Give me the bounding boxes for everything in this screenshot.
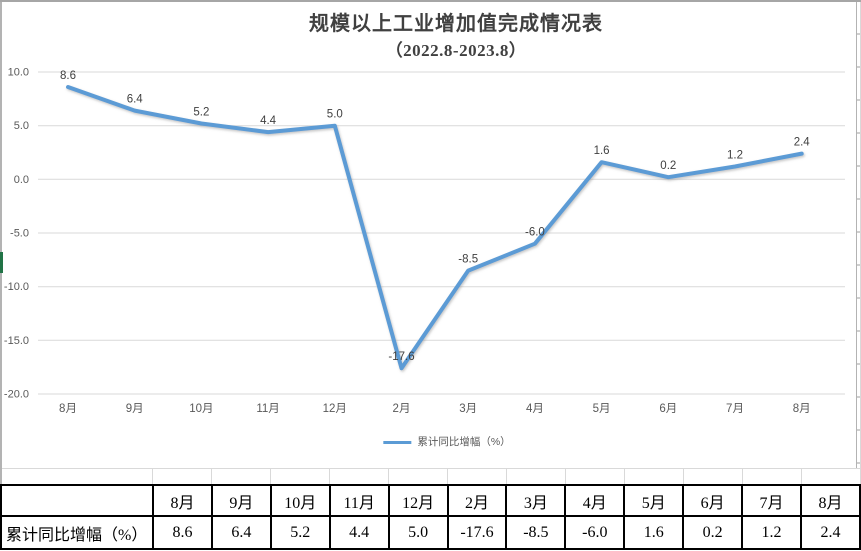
excel-green-accent xyxy=(0,252,3,273)
y-tick-label: -10.0 xyxy=(4,281,29,293)
table-value-cell[interactable]: -6.0 xyxy=(564,515,626,550)
table-header-cell[interactable]: 11月 xyxy=(328,484,390,517)
x-axis-label: 12月 xyxy=(323,403,347,415)
y-tick-label: -15.0 xyxy=(4,335,29,347)
x-axis-label: 2月 xyxy=(393,403,411,415)
sheet-edge-right xyxy=(856,2,857,468)
data-label: 8.6 xyxy=(60,70,76,82)
sheet-cell[interactable] xyxy=(0,469,153,484)
x-axis-label: 5月 xyxy=(593,403,611,415)
x-axis-label: 8月 xyxy=(793,403,811,415)
y-tick-label: -5.0 xyxy=(10,228,29,240)
sheet-cell[interactable] xyxy=(448,469,507,484)
table-row-label[interactable]: 累计同比增幅（%） xyxy=(0,515,154,550)
y-axis-labels: 10.0 5.0 0.0 -5.0 -10.0 -15.0 -20.0 xyxy=(4,67,29,401)
sheet-cell[interactable] xyxy=(743,469,802,484)
table-value-cell[interactable]: 5.0 xyxy=(387,515,449,550)
y-tick-label: 0.0 xyxy=(14,174,29,186)
data-labels: 8.6 6.4 5.2 4.4 5.0 -17.6 -8.5 -6.0 1.6 0.2 1.2 2.4 xyxy=(60,70,810,363)
table-value-cell[interactable]: 1.2 xyxy=(741,515,802,550)
table-value-cell[interactable]: 2.4 xyxy=(799,515,861,550)
data-label: 0.2 xyxy=(660,160,676,172)
x-axis-label: 10月 xyxy=(189,403,213,415)
chart-legend: 累计同比增幅（%） xyxy=(383,435,511,449)
table-value-cell[interactable]: 1.6 xyxy=(623,515,685,550)
sheet-cell[interactable] xyxy=(330,469,389,484)
table-header-cell[interactable]: 4月 xyxy=(564,484,626,517)
x-axis-label: 9月 xyxy=(126,403,144,415)
window-border-top xyxy=(0,0,861,2)
table-value-cell[interactable]: 0.2 xyxy=(682,515,744,550)
table-header-cell[interactable]: 5月 xyxy=(623,484,685,517)
data-label: 1.2 xyxy=(727,150,743,162)
sheet-cell[interactable] xyxy=(566,469,625,484)
sheet-cell[interactable] xyxy=(625,469,684,484)
data-label: 2.4 xyxy=(794,137,811,149)
table-value-cell[interactable]: -8.5 xyxy=(505,515,567,550)
sheet-cell[interactable] xyxy=(153,469,212,484)
table-value-cell[interactable]: 8.6 xyxy=(152,515,213,550)
table-value-cell[interactable]: 4.4 xyxy=(328,515,390,550)
data-label: -8.5 xyxy=(458,254,478,266)
table-header-cell[interactable]: 2月 xyxy=(446,484,508,517)
table-header-cell[interactable]: 7月 xyxy=(741,484,802,517)
x-axis-label: 7月 xyxy=(726,403,744,415)
x-axis-label: 8月 xyxy=(59,403,77,415)
table-header-cell[interactable]: 12月 xyxy=(387,484,449,517)
data-label: -6.0 xyxy=(525,227,545,239)
table-header-cell[interactable]: 6月 xyxy=(682,484,744,517)
legend-line-swatch xyxy=(383,440,412,444)
table-header-cell[interactable]: 10月 xyxy=(269,484,331,517)
data-label: 1.6 xyxy=(594,145,610,157)
table-header-row: 8月 9月 10月 11月 12月 2月 3月 4月 5月 6月 7月 8月 xyxy=(0,484,861,517)
table-corner-cell[interactable] xyxy=(0,484,154,517)
y-tick-label: -20.0 xyxy=(4,389,29,401)
sheet-cell[interactable] xyxy=(212,469,271,484)
data-label: 6.4 xyxy=(127,94,144,106)
data-label: 5.2 xyxy=(193,107,209,119)
sheet-cell[interactable] xyxy=(389,469,448,484)
table-header-cell[interactable]: 9月 xyxy=(210,484,272,517)
x-axis-labels: 8月 9月 10月 11月 12月 2月 3月 4月 5月 6月 7月 8月 xyxy=(59,403,811,415)
chart-subtitle: （2022.8-2023.8） xyxy=(385,41,527,60)
table-value-cell[interactable]: -17.6 xyxy=(446,515,508,550)
data-table: 8月 9月 10月 11月 12月 2月 3月 4月 5月 6月 7月 8月 累计同比增幅（%） 8.6… xyxy=(0,484,861,550)
table-row: 累计同比增幅（%） 8.6 6.4 5.2 4.4 5.0 -17.6 -8.5 -6.0 1.6… xyxy=(0,515,861,550)
table-header-cell[interactable]: 8月 xyxy=(799,484,861,517)
window-border-left xyxy=(0,2,2,484)
table-header-cell[interactable]: 8月 xyxy=(152,484,213,517)
gridlines xyxy=(38,71,845,395)
chart-plot: 10.0 5.0 0.0 -5.0 -10.0 -15.0 -20.0 8月 9月 10月 11月… xyxy=(4,67,845,415)
table-value-cell[interactable]: 5.2 xyxy=(269,515,331,550)
data-label: 4.4 xyxy=(260,115,277,127)
x-axis-label: 11月 xyxy=(256,403,279,415)
x-axis-label: 6月 xyxy=(659,403,677,415)
sheet-row-gridline-stubs xyxy=(857,2,860,468)
x-axis-label: 4月 xyxy=(526,403,544,415)
chart-title: 规模以上工业增加值完成情况表 xyxy=(309,13,603,35)
sheet-cell[interactable] xyxy=(507,469,566,484)
sheet-cell[interactable] xyxy=(271,469,330,484)
spreadsheet-row-sliver xyxy=(0,468,861,484)
legend-series-label: 累计同比增幅（%） xyxy=(417,436,511,448)
y-tick-label: 5.0 xyxy=(14,120,29,132)
table-value-cell[interactable]: 6.4 xyxy=(210,515,272,550)
y-tick-label: 10.0 xyxy=(8,67,29,79)
data-label: -17.6 xyxy=(388,351,414,363)
sheet-cell[interactable] xyxy=(684,469,743,484)
table-header-cell[interactable]: 3月 xyxy=(505,484,567,517)
x-axis-label: 3月 xyxy=(459,403,477,415)
sheet-cell[interactable] xyxy=(802,469,861,484)
data-label: 5.0 xyxy=(327,109,343,121)
series-line xyxy=(66,85,804,371)
